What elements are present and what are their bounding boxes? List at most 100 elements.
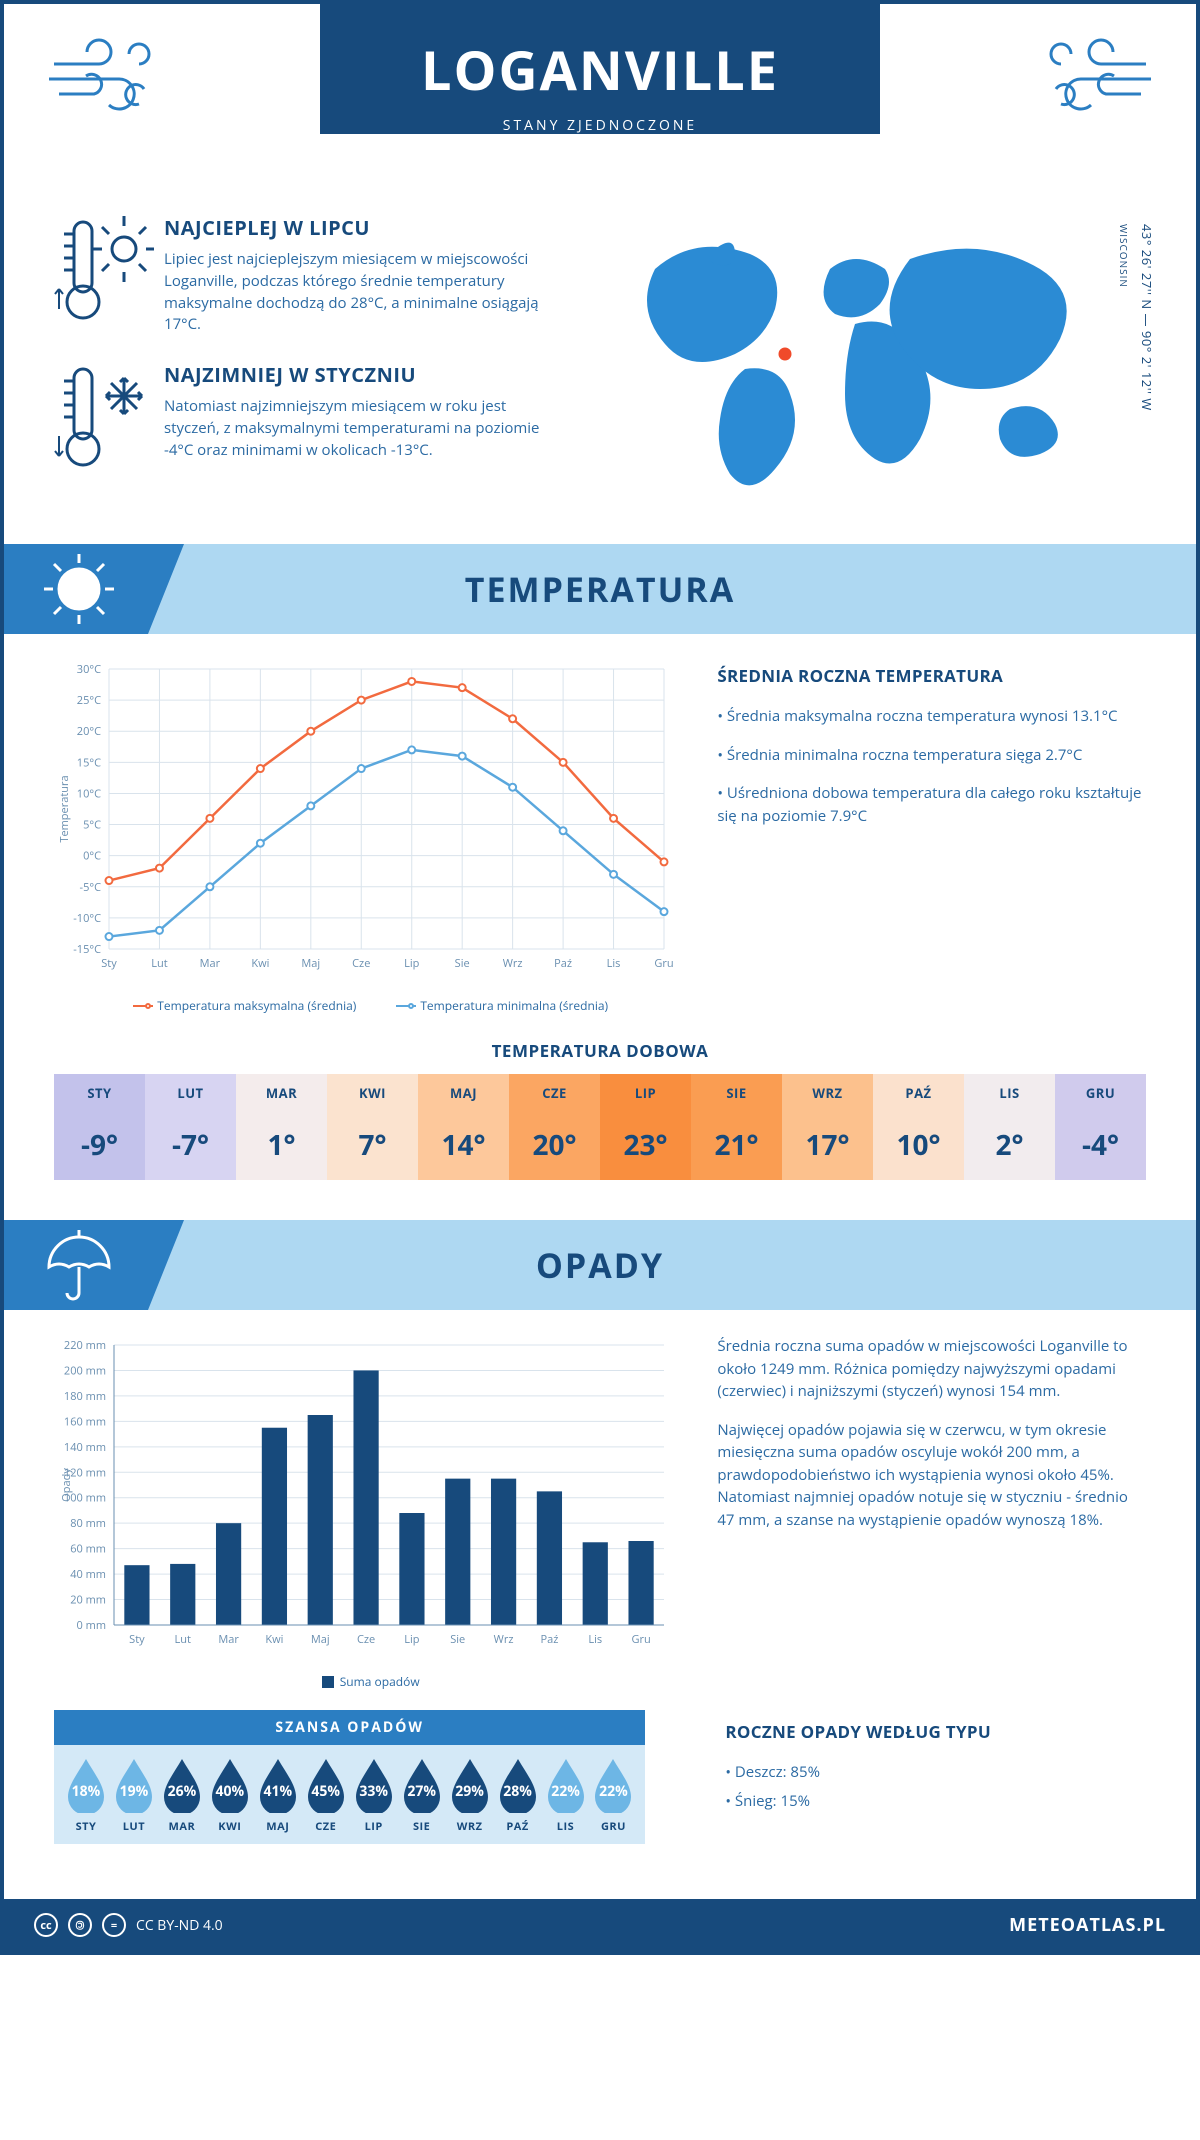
chance-drop: 29%WRZ [446,1757,494,1834]
daily-month: PAŹ [873,1074,964,1112]
legend-item: Temperatura minimalna (średnia) [396,997,608,1014]
svg-text:Maj: Maj [311,1632,330,1647]
daily-value: 14° [418,1112,509,1180]
daily-month: KWI [327,1074,418,1112]
wind-icon-right [1016,34,1156,124]
precip-p2: Najwięcej opadów pojawia się w czerwcu, … [717,1419,1146,1532]
daily-value: 7° [327,1112,418,1180]
umbrella-band-icon [4,1220,184,1310]
svg-text:200 mm: 200 mm [64,1363,106,1378]
precip-aside: Średnia roczna suma opadów w miejscowośc… [687,1335,1146,1690]
svg-text:-10°C: -10°C [73,911,101,926]
svg-text:25°C: 25°C [77,693,101,708]
thermometer-snow-icon [54,361,164,471]
daily-cell: SIE21° [691,1074,782,1180]
chance-title: SZANSA OPADÓW [54,1718,645,1737]
precip-title: OPADY [536,1242,664,1288]
precip-row: 0 mm20 mm40 mm60 mm80 mm100 mm120 mm140 … [4,1335,1196,1690]
world-map [600,214,1100,494]
state-label: WISCONSIN [1117,224,1131,288]
type-bullet: • Śnieg: 15% [725,1790,1146,1813]
svg-text:140 mm: 140 mm [64,1440,106,1455]
daily-cell: MAR1° [236,1074,327,1180]
daily-value: -7° [145,1112,236,1180]
cold-title: NAJZIMNIEJ W STYCZNIU [164,361,544,388]
precip-legend-label: Suma opadów [340,1673,420,1690]
svg-text:0 mm: 0 mm [76,1618,106,1633]
daily-month: CZE [509,1074,600,1112]
legend-item: Temperatura maksymalna (średnia) [133,997,356,1014]
daily-month: LUT [145,1074,236,1112]
daily-cell: KWI7° [327,1074,418,1180]
sun-band-icon [4,544,184,634]
svg-text:15°C: 15°C [77,755,101,770]
svg-text:Sty: Sty [101,956,117,971]
chance-drop: 26%MAR [158,1757,206,1834]
temperature-aside: ŚREDNIA ROCZNA TEMPERATURA • Średnia mak… [687,659,1146,1014]
svg-text:Wrz: Wrz [503,956,523,971]
daily-value: 1° [236,1112,327,1180]
chance-drop: 19%LUT [110,1757,158,1834]
page-subtitle: STANY ZJEDNOCZONE [320,116,880,135]
daily-cell: LIS2° [964,1074,1055,1180]
intro-left: NAJCIEPLEJ W LIPCU Lipiec jest najcieple… [54,214,600,514]
cold-text: Natomiast najzimniejszym miesiącem w rok… [164,396,544,461]
temp-bullet: • Średnia maksymalna roczna temperatura … [717,705,1146,728]
svg-text:80 mm: 80 mm [70,1516,106,1531]
daily-cell: CZE20° [509,1074,600,1180]
svg-text:Cze: Cze [352,956,370,971]
daily-month: WRZ [782,1074,873,1112]
svg-text:20 mm: 20 mm [70,1593,106,1608]
svg-text:Lut: Lut [151,956,167,971]
svg-text:30°C: 30°C [77,662,101,677]
svg-text:Paź: Paź [540,1632,558,1647]
license-text: CC BY-ND 4.0 [136,1916,223,1935]
license: cc 🄯 = CC BY-ND 4.0 [34,1913,223,1937]
daily-value: -9° [54,1112,145,1180]
svg-text:220 mm: 220 mm [64,1338,106,1353]
daily-month: LIS [964,1074,1055,1112]
cold-block: NAJZIMNIEJ W STYCZNIU Natomiast najzimni… [54,361,600,471]
daily-month: MAR [236,1074,327,1112]
wind-icon-left [44,34,184,124]
title-banner: LOGANVILLE STANY ZJEDNOCZONE [320,4,880,134]
page-title: LOGANVILLE [320,32,880,106]
svg-text:Sie: Sie [450,1632,465,1647]
svg-text:160 mm: 160 mm [64,1414,106,1429]
svg-text:0°C: 0°C [83,849,101,864]
daily-value: 21° [691,1112,782,1180]
svg-text:Opady: Opady [59,1468,74,1502]
precip-p1: Średnia roczna suma opadów w miejscowośc… [717,1335,1146,1403]
svg-text:Lut: Lut [175,1632,191,1647]
site-name: METEOATLAS.PL [1009,1913,1166,1937]
coords-label: 43° 26' 27'' N — 90° 2' 12'' W [1138,224,1156,411]
svg-text:Wrz: Wrz [494,1632,514,1647]
daily-cell: LIP23° [600,1074,691,1180]
warm-title: NAJCIEPLEJ W LIPCU [164,214,544,241]
daily-cell: MAJ14° [418,1074,509,1180]
daily-month: MAJ [418,1074,509,1112]
chance-drop: 22%GRU [589,1757,637,1834]
temp-bullet: • Średnia minimalna roczna temperatura s… [717,744,1146,767]
svg-text:Sie: Sie [455,956,470,971]
temperature-row: -15°C-10°C-5°C0°C5°C10°C15°C20°C25°C30°C… [4,659,1196,1014]
chance-drop: 27%SIE [398,1757,446,1834]
temperature-chart-wrap: -15°C-10°C-5°C0°C5°C10°C15°C20°C25°C30°C… [54,659,687,1014]
svg-text:Maj: Maj [301,956,320,971]
nd-icon: = [102,1913,126,1937]
svg-text:Cze: Cze [357,1632,375,1647]
daily-month: SIE [691,1074,782,1112]
svg-text:Kwi: Kwi [265,1632,283,1647]
precip-chart: 0 mm20 mm40 mm60 mm80 mm100 mm120 mm140 … [54,1335,674,1665]
temperature-legend: Temperatura maksymalna (średnia) Temperat… [54,997,687,1014]
footer: cc 🄯 = CC BY-ND 4.0 METEOATLAS.PL [4,1899,1196,1951]
intro-row: NAJCIEPLEJ W LIPCU Lipiec jest najcieple… [4,204,1196,544]
precip-type-title: ROCZNE OPADY WEDŁUG TYPU [725,1720,1146,1743]
chance-drops: 18%STY19%LUT26%MAR40%KWI41%MAJ45%CZE33%L… [54,1745,645,1844]
daily-temperature-grid: STY-9°LUT-7°MAR1°KWI7°MAJ14°CZE20°LIP23°… [54,1074,1146,1180]
intro-right: WISCONSIN 43° 26' 27'' N — 90° 2' 12'' W [600,214,1146,514]
svg-text:10°C: 10°C [77,786,101,801]
svg-text:-15°C: -15°C [73,942,101,957]
daily-value: 23° [600,1112,691,1180]
daily-temp-title: TEMPERATURA DOBOWA [4,1039,1196,1062]
